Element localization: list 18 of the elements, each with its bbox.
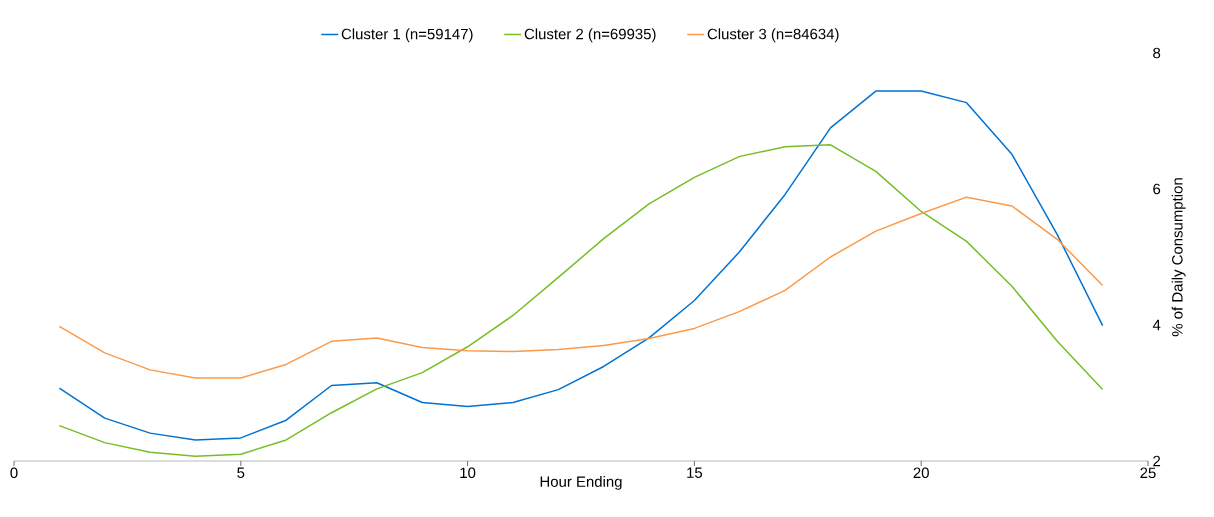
- x-axis-title: Hour Ending: [540, 475, 622, 490]
- line-series: [58, 90, 1104, 441]
- x-tick-label: 0: [10, 467, 18, 479]
- legend-label: Cluster 1 (n=59147): [341, 28, 473, 43]
- y-tick-label: 6: [1153, 183, 1161, 195]
- legend-label: Cluster 3 (n=84634): [707, 28, 839, 43]
- x-tick-label: 20: [913, 467, 929, 479]
- y-tick-label: 8: [1153, 47, 1161, 59]
- x-tick-label: 5: [237, 467, 245, 478]
- x-tick-label: 10: [460, 467, 476, 479]
- legend-label: Cluster 2 (n=69935): [524, 28, 656, 43]
- y-tick-label: 2: [1153, 455, 1161, 467]
- y-axis-title: % of Daily Consumption: [1171, 178, 1186, 337]
- line-series: [58, 144, 1104, 457]
- line-series: [58, 196, 1104, 379]
- y-tick-label: 4: [1152, 319, 1161, 331]
- x-tick-label: 15: [687, 467, 703, 478]
- x-tick-label: 25: [1140, 467, 1156, 479]
